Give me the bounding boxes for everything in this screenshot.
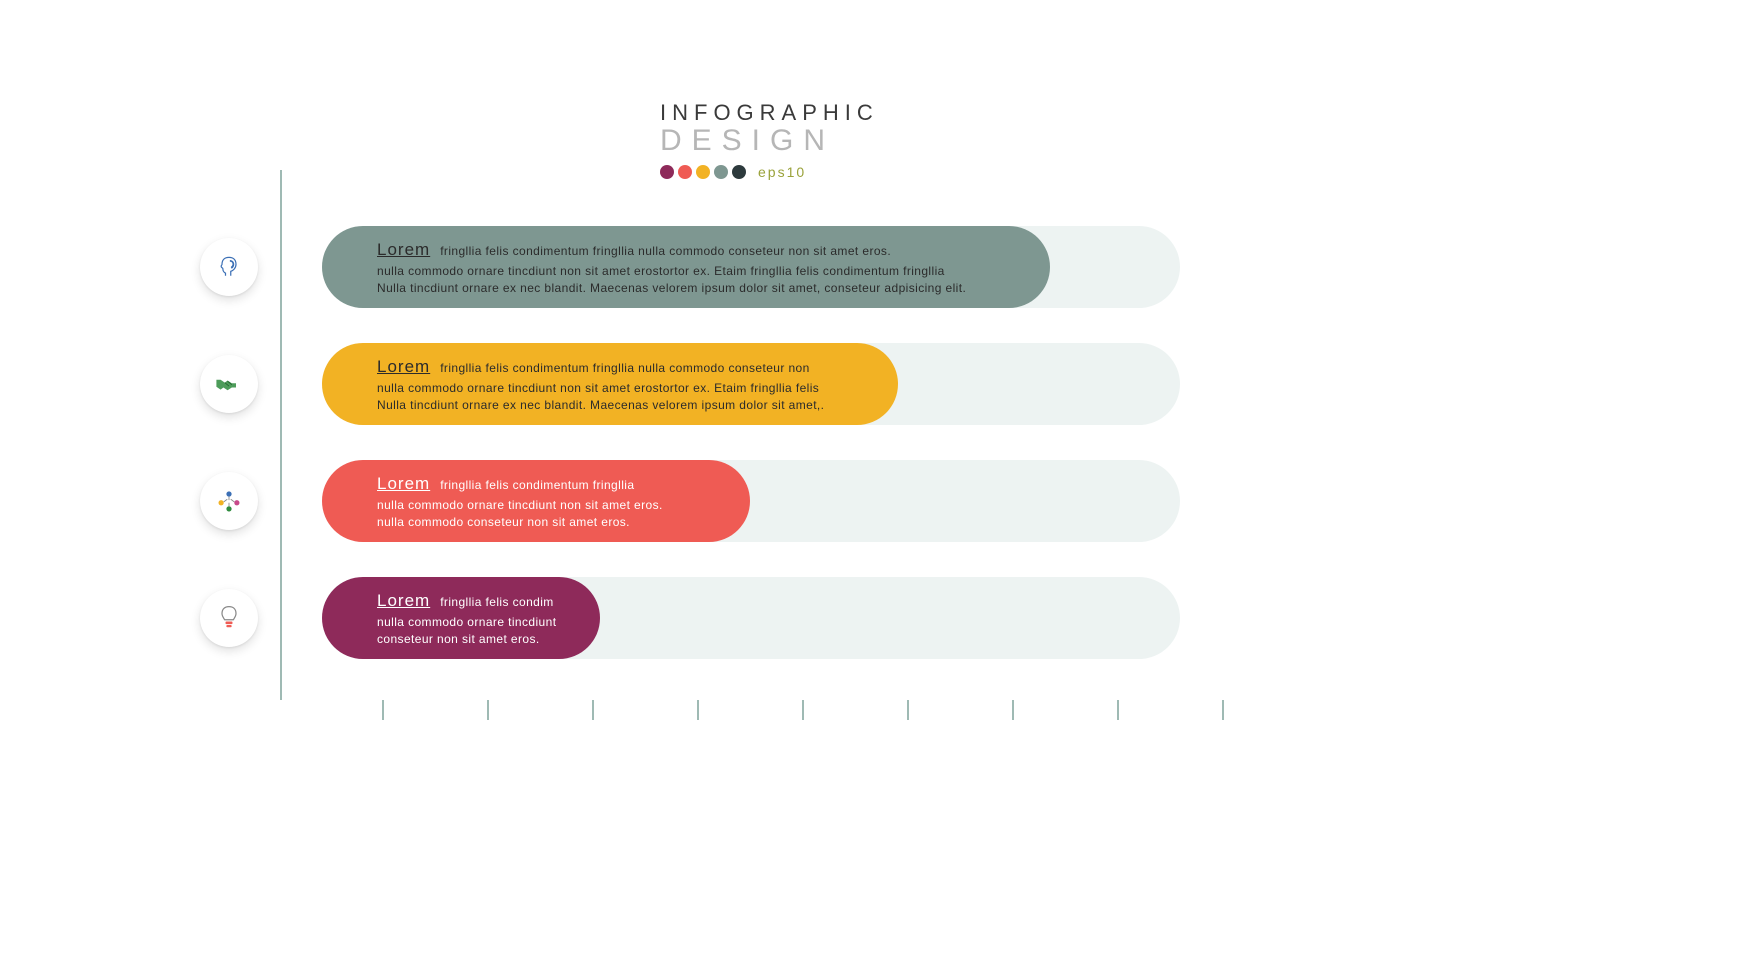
- bar-title: Lorem: [377, 240, 430, 259]
- bar-body-line: nulla commodo ornare tincdiunt non sit a…: [377, 380, 893, 397]
- vertical-axis: [280, 170, 282, 700]
- axis-tick: [697, 700, 699, 720]
- header-dot-4: [732, 165, 746, 179]
- bar-body-line: nulla commodo ornare tincdiunt non sit a…: [377, 263, 1045, 280]
- head-icon: [200, 238, 258, 296]
- axis-tick: [1117, 700, 1119, 720]
- bar-text: Lorem fringllia felis condim nulla commodo…: [377, 589, 595, 648]
- axis-tick: [802, 700, 804, 720]
- header-dot-2: [696, 165, 710, 179]
- header-dot-3: [714, 165, 728, 179]
- bar-title: Lorem: [377, 357, 430, 376]
- handshake-icon: [200, 355, 258, 413]
- header-dot-0: [660, 165, 674, 179]
- axis-tick: [487, 700, 489, 720]
- bar-title: Lorem: [377, 474, 430, 493]
- infographic-canvas: INFOGRAPHIC DESIGN eps10 Lorem fringllia …: [0, 0, 1742, 980]
- bar-body-line: nulla commodo conseteur non sit amet ero…: [377, 514, 745, 531]
- bar-row: Lorem fringllia felis condim nulla commodo…: [322, 577, 1180, 659]
- axis-tick: [1012, 700, 1014, 720]
- bar-body-line: nulla commodo ornare tincdiunt: [377, 614, 595, 631]
- bar-body-line: Nulla tincdiunt ornare ex nec blandit. M…: [377, 397, 893, 414]
- bar-body-line: nulla commodo ornare tincdiunt non sit a…: [377, 497, 745, 514]
- bar-body-line: Nulla tincdiunt ornare ex nec blandit. M…: [377, 280, 1045, 297]
- header-block: INFOGRAPHIC DESIGN eps10: [660, 100, 920, 180]
- axis-tick: [592, 700, 594, 720]
- header-title-line1: INFOGRAPHIC: [660, 100, 920, 126]
- header-dots-row: eps10: [660, 164, 920, 180]
- bar-text: Lorem fringllia felis condimentum fringll…: [377, 355, 893, 414]
- team-icon: [200, 472, 258, 530]
- bar-text: Lorem fringllia felis condimentum fringll…: [377, 238, 1045, 297]
- header-dot-1: [678, 165, 692, 179]
- bar-row: Lorem fringllia felis condimentum fringll…: [322, 343, 1180, 425]
- bar-body-first: fringllia felis condimentum fringllia: [440, 478, 634, 492]
- bar-text: Lorem fringllia felis condimentum fringll…: [377, 472, 745, 531]
- bar-body-line: conseteur non sit amet eros.: [377, 631, 595, 648]
- bar-body-first: fringllia felis condim: [440, 595, 554, 609]
- axis-tick: [1222, 700, 1224, 720]
- axis-tick: [382, 700, 384, 720]
- axis-tick: [907, 700, 909, 720]
- bar-row: Lorem fringllia felis condimentum fringll…: [322, 226, 1180, 308]
- bar-body-first: fringllia felis condimentum fringllia nu…: [440, 361, 810, 375]
- bar-row: Lorem fringllia felis condimentum fringll…: [322, 460, 1180, 542]
- bar-body-first: fringllia felis condimentum fringllia nu…: [440, 244, 891, 258]
- bar-title: Lorem: [377, 591, 430, 610]
- header-title-line2: DESIGN: [660, 124, 920, 158]
- bulb-icon: [200, 589, 258, 647]
- header-eps-label: eps10: [758, 164, 806, 180]
